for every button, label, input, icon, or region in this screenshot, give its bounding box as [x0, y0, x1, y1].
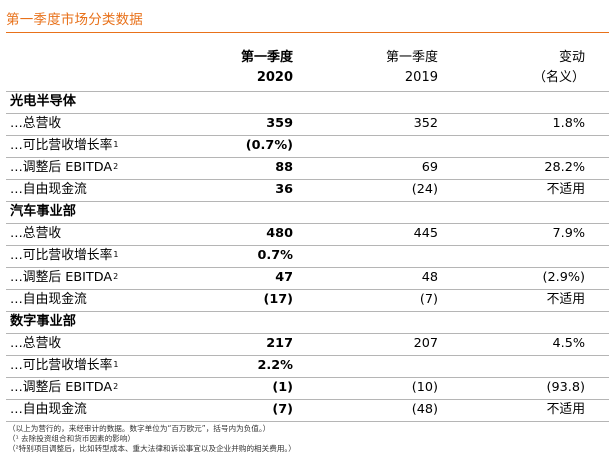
- row-divider: [6, 157, 609, 158]
- row-label: …可比营收增长率1: [10, 358, 118, 374]
- row-label-text: …自由现金流: [10, 292, 87, 307]
- value-2019: 48: [421, 270, 438, 285]
- value-2019: 69: [421, 160, 438, 175]
- row-label: …总营收: [10, 116, 61, 132]
- footnote-2: （¹ 去除投资组合和货币因素的影响）: [8, 434, 135, 443]
- header-col-2019-line1: 第一季度: [385, 50, 438, 65]
- row-label: …自由现金流: [10, 292, 87, 308]
- value-2020: 88: [275, 160, 293, 175]
- value-2020: 480: [266, 226, 293, 241]
- row-label: …可比营收增长率1: [10, 138, 118, 154]
- row-label: …可比营收增长率1: [10, 248, 118, 264]
- row-divider: [6, 113, 609, 114]
- row-label-text: …调整后 EBITDA: [10, 380, 113, 395]
- header-col-2019-line2: 2019: [404, 70, 438, 85]
- value-2019: (7): [419, 292, 438, 307]
- value-change: 28.2%: [544, 160, 585, 175]
- value-2020: 217: [266, 336, 293, 351]
- row-divider: [6, 201, 609, 202]
- row-divider: [6, 289, 609, 290]
- footnote-1: （以上为营行的，来经审计的数据。数字单位为“百万欧元”，括号内为负值。）: [8, 424, 271, 433]
- row-divider: [6, 245, 609, 246]
- row-label: …调整后 EBITDA2: [10, 160, 118, 176]
- value-2020: (1): [272, 380, 293, 395]
- value-change: 4.5%: [552, 336, 585, 351]
- row-divider: [6, 91, 609, 92]
- value-2020: 359: [266, 116, 293, 131]
- footnote-3: （²特别项目调整后，比如转型成本、重大法律和诉讼事宜以及企业并购的相关费用。）: [8, 444, 296, 453]
- value-2019: 352: [413, 116, 438, 131]
- footnotes: （以上为营行的，来经审计的数据。数字单位为“百万欧元”，括号内为负值。） （¹ …: [8, 424, 608, 454]
- value-change: 1.8%: [552, 116, 585, 131]
- header-col-2020-line2: 2020: [256, 70, 293, 85]
- value-change: 不适用: [546, 402, 585, 417]
- row-label: …调整后 EBITDA2: [10, 380, 118, 396]
- footnote-marker: 1: [113, 250, 119, 259]
- footnote-marker: 2: [113, 382, 119, 391]
- row-label-text: …自由现金流: [10, 182, 87, 197]
- row-divider: [6, 223, 609, 224]
- row-divider: [6, 399, 609, 400]
- value-change: 7.9%: [552, 226, 585, 241]
- row-divider: [6, 311, 609, 312]
- value-change: (93.8): [546, 380, 585, 395]
- footnote-marker: 1: [113, 140, 119, 149]
- value-change: (2.9%): [542, 270, 586, 285]
- row-divider: [6, 377, 609, 378]
- value-2020: 36: [275, 182, 293, 197]
- row-divider: [6, 355, 609, 356]
- footnote-marker: 2: [113, 162, 119, 171]
- value-2020: 2.2%: [257, 358, 294, 373]
- row-divider: [6, 267, 609, 268]
- section-title: 数字事业部: [10, 314, 76, 329]
- row-label-text: …可比营收增长率: [10, 358, 113, 373]
- value-change: 不适用: [546, 292, 585, 307]
- section-title: 汽车事业部: [10, 204, 76, 219]
- row-divider: [6, 135, 609, 136]
- value-2020: (17): [263, 292, 293, 307]
- row-label-text: …自由现金流: [10, 402, 87, 417]
- row-divider: [6, 333, 609, 334]
- header-col-change-line2: （名义）: [532, 70, 585, 85]
- row-label-text: …可比营收增长率: [10, 138, 113, 153]
- row-label: …总营收: [10, 336, 61, 352]
- page-title: 第一季度市场分类数据: [6, 12, 143, 28]
- row-label-text: …总营收: [10, 336, 62, 351]
- row-label: …总营收: [10, 226, 61, 242]
- row-label: …调整后 EBITDA2: [10, 270, 118, 286]
- footnote-marker: 1: [113, 360, 119, 369]
- value-2019: 445: [413, 226, 438, 241]
- value-2019: (10): [411, 380, 438, 395]
- row-divider: [6, 179, 609, 180]
- row-label-text: …调整后 EBITDA: [10, 270, 113, 285]
- header-col-change-line1: 变动: [558, 50, 585, 65]
- value-2019: (24): [411, 182, 438, 197]
- row-divider: [6, 421, 609, 422]
- row-label-text: …调整后 EBITDA: [10, 160, 113, 175]
- value-change: 不适用: [546, 182, 585, 197]
- value-2020: 0.7%: [257, 248, 294, 263]
- row-label-text: …可比营收增长率: [10, 248, 113, 263]
- value-2020: (7): [272, 402, 293, 417]
- row-label-text: …总营收: [10, 226, 62, 241]
- header-col-2020-line1: 第一季度: [240, 50, 293, 65]
- value-2019: (48): [411, 402, 438, 417]
- row-label: …自由现金流: [10, 402, 87, 418]
- value-2020: (0.7%): [245, 138, 293, 153]
- row-label: …自由现金流: [10, 182, 87, 198]
- title-rule: [6, 32, 609, 33]
- section-title: 光电半导体: [10, 94, 76, 109]
- value-2020: 47: [275, 270, 293, 285]
- row-label-text: …总营收: [10, 116, 62, 131]
- footnote-marker: 2: [113, 272, 119, 281]
- value-2019: 207: [413, 336, 438, 351]
